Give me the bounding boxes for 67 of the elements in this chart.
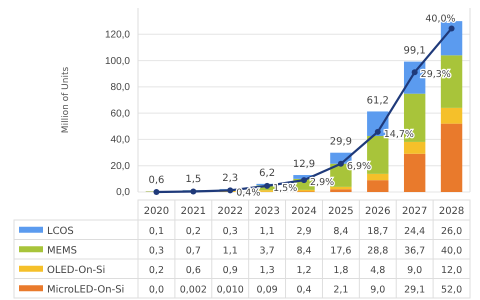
total-label: 29,9 [330, 136, 352, 148]
x-tick-label: 2022 [217, 206, 243, 217]
x-tick-label: 2027 [402, 206, 428, 217]
data-label: 0,7 [186, 245, 201, 256]
data-label: 24,4 [404, 226, 426, 237]
legend-label: LCOS [47, 226, 74, 237]
y-tick-label: 20,0 [110, 160, 130, 172]
x-tick-label: 2021 [180, 206, 206, 217]
total-label: 6,2 [259, 168, 276, 179]
data-label: 0,2 [148, 264, 164, 276]
total-label: 99,1 [404, 46, 426, 57]
data-label: 0,09 [256, 284, 278, 296]
data-label: 26,0 [440, 226, 462, 237]
data-label: 2,9 [296, 226, 312, 237]
x-tick-label: 2020 [144, 206, 170, 217]
data-label: 0,6 [186, 264, 201, 276]
y-tick-label: 120,0 [104, 29, 130, 40]
data-label: 1,8 [333, 264, 348, 276]
data-label: 0,4 [296, 284, 312, 296]
data-label: 17,6 [330, 245, 352, 256]
x-tick-label: 2024 [291, 206, 317, 217]
data-label: 8,4 [333, 226, 348, 237]
y-tick-label: 40,0 [110, 134, 130, 146]
x-tick-label: 2028 [438, 206, 464, 217]
total-label: 1,5 [185, 174, 202, 186]
y-tick-label: 0,0 [116, 187, 130, 198]
data-label: 0,1 [148, 226, 164, 237]
data-label: 1,3 [260, 264, 275, 276]
data-label: 2,1 [333, 284, 348, 296]
data-label: 0,0 [148, 284, 164, 296]
data-label: 1,1 [222, 245, 238, 256]
data-label: 4,8 [370, 264, 386, 276]
y-tick-label: 60,0 [110, 108, 130, 120]
data-label: 36,7 [404, 245, 426, 256]
legend-label: MicroLED-On-Si [47, 284, 124, 296]
data-label: 9,0 [370, 284, 386, 296]
legend-label: MEMS [47, 245, 77, 256]
data-label: 0,2 [186, 226, 201, 237]
data-label: 0,010 [216, 284, 244, 296]
data-label: 1,2 [296, 264, 312, 276]
data-label: 12,0 [440, 264, 462, 276]
data-label: 40,0% [425, 13, 456, 24]
total-label: 12,9 [292, 159, 316, 170]
data-label: 18,7 [367, 226, 388, 237]
x-tick-label: 2026 [365, 206, 391, 217]
total-label: 2,3 [222, 172, 238, 184]
data-label: 0,3 [222, 226, 238, 237]
total-label: 0,6 [148, 175, 164, 186]
data-label: 0,3 [148, 245, 164, 256]
legend-label: OLED-On-Si [47, 264, 106, 276]
x-tick-label: 2023 [254, 206, 280, 217]
y-tick-label: 80,0 [110, 82, 130, 94]
total-label: 61,2 [366, 95, 389, 106]
data-label: 0,9 [222, 264, 238, 276]
data-label: 29,1 [404, 284, 426, 296]
data-label: 0,002 [180, 284, 207, 296]
data-label: 1,1 [260, 226, 275, 237]
data-label: 52,0 [440, 284, 462, 296]
data-label: 3,7 [260, 245, 275, 256]
data-label: 0,4% [236, 187, 260, 198]
data-label: 28,8 [367, 245, 388, 256]
data-label: 40,0 [440, 245, 462, 256]
x-tick-label: 2025 [328, 206, 354, 217]
data-label: 9,0 [407, 264, 422, 276]
data-label: 8,4 [296, 245, 312, 256]
y-tick-label: 100,0 [104, 56, 130, 67]
y-axis-title: Million of Units [61, 66, 71, 134]
